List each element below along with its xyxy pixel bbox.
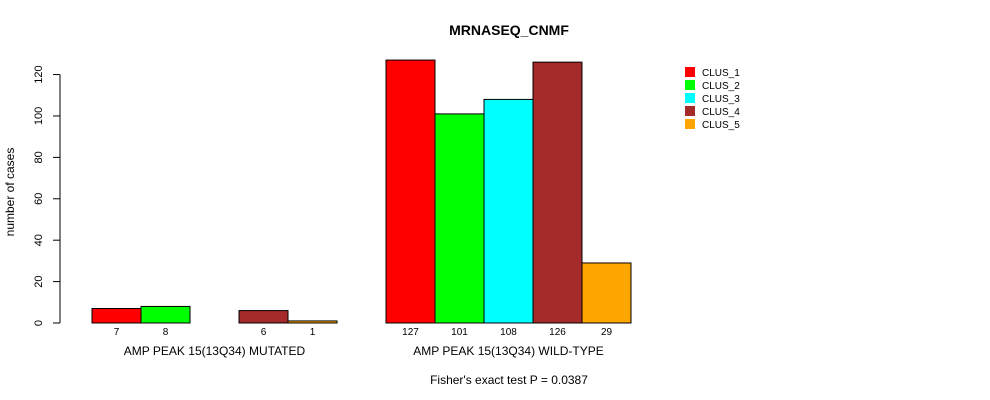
bar-value-label: 29 <box>601 327 613 338</box>
y-tick-label: 20 <box>33 275 45 287</box>
bar-clus-1-group-2 <box>385 59 436 324</box>
legend-label: CLUS_5 <box>702 120 740 131</box>
bar-value-label: 126 <box>549 327 566 338</box>
bar-clus-1-group-1 <box>91 308 142 324</box>
chart-title: MRNASEQ_CNMF <box>449 22 569 38</box>
legend-label: CLUS_4 <box>702 107 740 118</box>
legend-swatch <box>685 80 695 90</box>
y-tick-label: 120 <box>33 65 45 83</box>
group-label: AMP PEAK 15(13Q34) MUTATED <box>124 344 306 358</box>
legend-label: CLUS_3 <box>702 94 740 105</box>
bar-value-label: 108 <box>500 327 517 338</box>
bar-clus-3-group-2 <box>483 98 534 324</box>
y-tick-label: 100 <box>33 107 45 125</box>
y-tick-label: 40 <box>33 234 45 246</box>
bar-value-label: 101 <box>451 327 468 338</box>
legend-swatch <box>685 106 695 116</box>
fisher-test-footnote: Fisher's exact test P = 0.0387 <box>430 373 588 387</box>
bar-value-label: 7 <box>114 327 120 338</box>
group-labels: AMP PEAK 15(13Q34) MUTATED AMP PEAK 15(13… <box>124 344 604 358</box>
y-tick-label: 60 <box>33 193 45 205</box>
legend-label: CLUS_2 <box>702 81 740 92</box>
bar-value-label: 1 <box>310 327 316 338</box>
legend-swatch <box>685 93 695 103</box>
bar-clus-5-group-2 <box>581 262 632 324</box>
bar-clus-4-group-1 <box>238 310 289 324</box>
bar-value-labels: 7 8 6 1 127 101 108 126 29 <box>114 327 613 338</box>
bars <box>91 59 632 324</box>
bar-clus-5-group-1 <box>287 320 338 324</box>
legend-swatch <box>685 67 695 77</box>
bar-value-label: 8 <box>163 327 169 338</box>
bar-value-label: 127 <box>402 327 419 338</box>
bar-clus-2-group-1 <box>140 305 191 324</box>
legend-label: CLUS_1 <box>702 68 740 79</box>
legend-swatch <box>685 119 695 129</box>
y-axis-label: number of cases <box>3 148 17 237</box>
y-tick-label: 0 <box>33 320 45 326</box>
bar-clus-4-group-2 <box>532 61 583 324</box>
group-label: AMP PEAK 15(13Q34) WILD-TYPE <box>413 344 604 358</box>
y-tick-label: 80 <box>33 151 45 163</box>
legend: CLUS_1 CLUS_2 CLUS_3 CLUS_4 CLUS_5 <box>685 67 740 131</box>
y-axis: 0 20 40 60 80 100 120 <box>33 65 61 326</box>
bar-clus-2-group-2 <box>434 113 485 324</box>
bar-value-label: 6 <box>261 327 267 338</box>
